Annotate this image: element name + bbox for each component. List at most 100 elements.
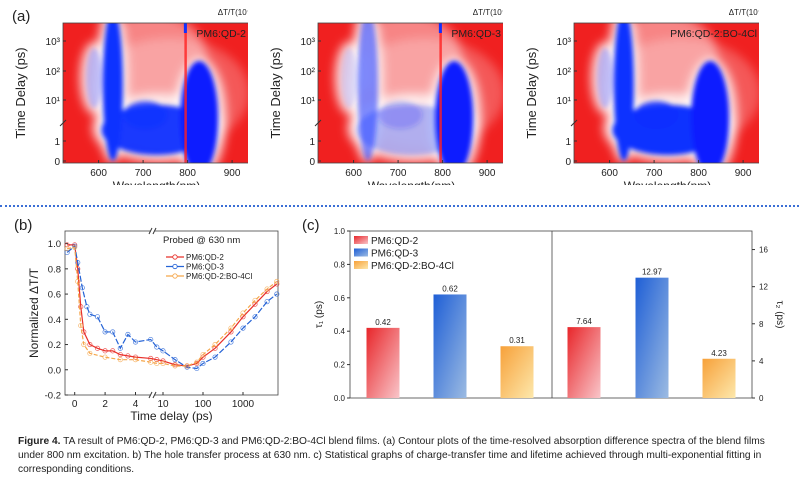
y-tick-label: 10²	[557, 67, 572, 78]
x-axis-label: Wavelength(nm)	[624, 179, 712, 185]
x-tick-label: 0	[72, 399, 78, 410]
y-tick-label: 0.4	[48, 315, 61, 326]
heatmap-image	[574, 23, 759, 163]
data-point	[117, 345, 123, 351]
y-axis-label: Time Delay (ps)	[13, 47, 28, 138]
series-line	[67, 246, 278, 367]
data-point	[148, 355, 154, 361]
colorbar-title: ΔT/T(10⁻³)	[729, 8, 759, 17]
left-y-tick-label: 1.0	[334, 227, 346, 236]
x-tick-label: 600	[601, 168, 618, 179]
data-point	[200, 360, 206, 367]
data-point	[212, 345, 218, 351]
data-point	[78, 304, 84, 310]
legend-label: PM6:QD-2:BO-4Cl	[186, 272, 252, 281]
bar-value-label: 12.97	[642, 268, 663, 277]
caption-label: Figure 4.	[18, 436, 61, 447]
y-tick-label: 10³	[301, 37, 316, 48]
bar-value-label: 0.42	[375, 318, 391, 327]
legend-title: Probed @ 630 nm	[163, 235, 240, 246]
data-point	[252, 314, 258, 320]
legend-item: PM6:QD-3	[166, 263, 224, 272]
data-point	[64, 249, 70, 255]
data-point	[75, 278, 81, 285]
data-point	[172, 363, 178, 369]
data-point	[125, 353, 131, 359]
data-point	[274, 291, 280, 297]
data-point	[72, 244, 78, 250]
y-axis-label: Time Delay (ps)	[268, 47, 283, 138]
data-point	[148, 336, 154, 343]
legend-item: PM6:QD-2:BO-4Cl	[166, 272, 252, 281]
legend-label: PM6:QD-2	[371, 236, 419, 247]
bar-tau2	[702, 358, 736, 398]
data-point	[117, 357, 123, 363]
bar-value-label: 0.31	[509, 336, 525, 345]
x-axis-label: Wavelength(nm)	[113, 179, 201, 185]
left-y-tick-label: 0.8	[334, 260, 346, 269]
y-tick-label: 0	[54, 157, 60, 168]
right-y-tick-label: 8	[759, 320, 764, 329]
data-point	[64, 242, 70, 248]
x-tick-label: 4	[133, 399, 139, 410]
series-line	[67, 244, 278, 367]
data-point	[94, 314, 101, 320]
data-point	[78, 323, 84, 329]
bar-tau1	[433, 294, 467, 398]
y-tick-label: 1	[565, 137, 571, 148]
bar-tau1	[366, 327, 400, 398]
figure-caption: Figure 4. TA result of PM6:QD-2, PM6:QD-…	[18, 435, 793, 477]
y-axis-label: Time Delay (ps)	[524, 47, 539, 138]
data-point	[240, 325, 246, 331]
data-point	[87, 341, 93, 348]
y-tick-label: 0.8	[48, 264, 61, 275]
heatmap-title: PM6:QD-2	[196, 28, 246, 40]
heatmap-image	[318, 23, 503, 163]
series-line	[66, 245, 278, 370]
heatmap-title: PM6:QD-3	[451, 28, 501, 40]
right-y-tick-label: 16	[759, 246, 768, 255]
y-tick-label: 10¹	[46, 96, 61, 107]
data-point	[264, 299, 270, 305]
colorbar-title: ΔT/T(10⁻³)	[218, 8, 248, 17]
heatmap-image	[63, 23, 248, 163]
y-tick-label: 10¹	[557, 96, 572, 107]
legend-item: PM6:QD-3	[354, 248, 419, 260]
data-point	[132, 339, 139, 345]
data-point	[240, 310, 246, 316]
data-point	[64, 246, 70, 252]
legend-item: PM6:QD-2	[166, 253, 224, 262]
x-tick-label: 800	[434, 168, 451, 179]
data-point	[212, 354, 218, 360]
panel-c-bar-chart: 0.0 0.2 0.4 0.6 0.8 1.0 0 4 8 12 16 τ₁ (ps) τ₂ (ps) 0…	[314, 227, 785, 403]
y-tick-label: 1.0	[48, 239, 61, 250]
data-point	[117, 352, 123, 358]
panel-separator	[0, 205, 799, 207]
y-tick-label: 10¹	[301, 96, 316, 107]
x-tick-label: 2	[102, 399, 108, 410]
data-point	[228, 325, 234, 331]
data-point	[154, 344, 160, 350]
data-point	[81, 341, 87, 348]
y-tick-label: -0.2	[45, 391, 61, 402]
heatmap-panel: 600 700 800 900 Wavelength(nm) 0 1 10¹ 10² 10³ Tim…	[13, 8, 248, 185]
data-point	[228, 339, 234, 345]
panel-a-label: (a)	[12, 8, 31, 25]
legend-item: PM6:QD-2	[354, 236, 419, 247]
panel-c-label: (c)	[302, 217, 320, 234]
data-point	[240, 314, 246, 320]
panel-b-label: (b)	[14, 217, 33, 234]
data-point	[102, 348, 108, 354]
x-tick-label: 100	[195, 399, 212, 410]
data-point	[75, 266, 81, 272]
right-y-axis-label: τ₂ (ps)	[774, 301, 785, 329]
data-point	[194, 365, 200, 372]
legend-label: PM6:QD-2:BO-4Cl	[371, 261, 454, 272]
data-point	[84, 304, 90, 310]
data-point	[87, 350, 93, 356]
data-point	[274, 278, 280, 285]
caption-text: TA result of PM6:QD-2, PM6:QD-3 and PM6:…	[18, 436, 765, 475]
data-point	[172, 357, 178, 363]
data-point	[132, 357, 139, 363]
